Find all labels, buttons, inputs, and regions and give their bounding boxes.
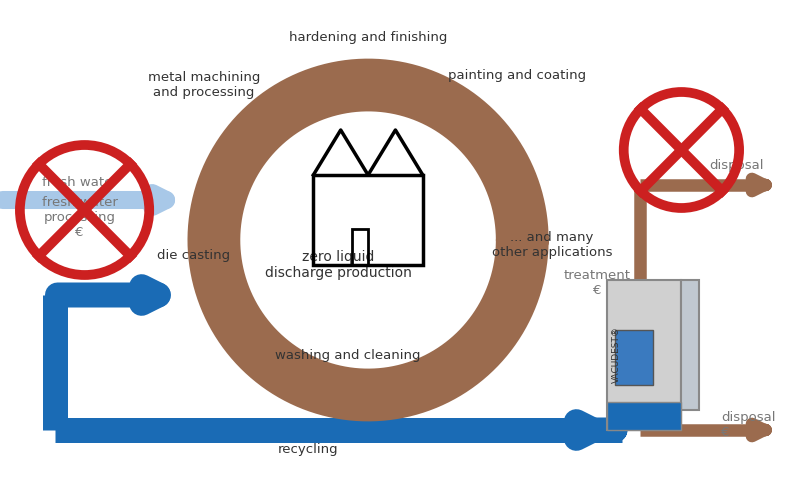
Text: hardening and finishing: hardening and finishing [289, 31, 447, 44]
Text: metal machining
and processing: metal machining and processing [148, 71, 260, 99]
Text: recycling: recycling [278, 443, 339, 456]
Text: fresh water: fresh water [42, 175, 118, 188]
Text: VACUDEST®: VACUDEST® [612, 327, 621, 384]
Text: die casting: die casting [157, 249, 231, 262]
Text: disposal
€: disposal € [721, 411, 776, 439]
Bar [607, 402, 682, 430]
Text: fresh water
processing
€: fresh water processing € [42, 197, 118, 240]
Text: disposal: disposal [709, 159, 763, 172]
Text: treatment
€: treatment € [563, 269, 630, 297]
Text: painting and coating: painting and coating [448, 68, 586, 81]
Text: ... and many
other applications: ... and many other applications [492, 231, 612, 259]
Bar [615, 330, 653, 385]
Bar [352, 229, 368, 265]
Bar [607, 280, 682, 430]
Bar [314, 175, 423, 265]
Bar [682, 280, 699, 410]
Text: washing and cleaning: washing and cleaning [276, 348, 421, 362]
Text: zero liquid
discharge production: zero liquid discharge production [265, 250, 412, 280]
